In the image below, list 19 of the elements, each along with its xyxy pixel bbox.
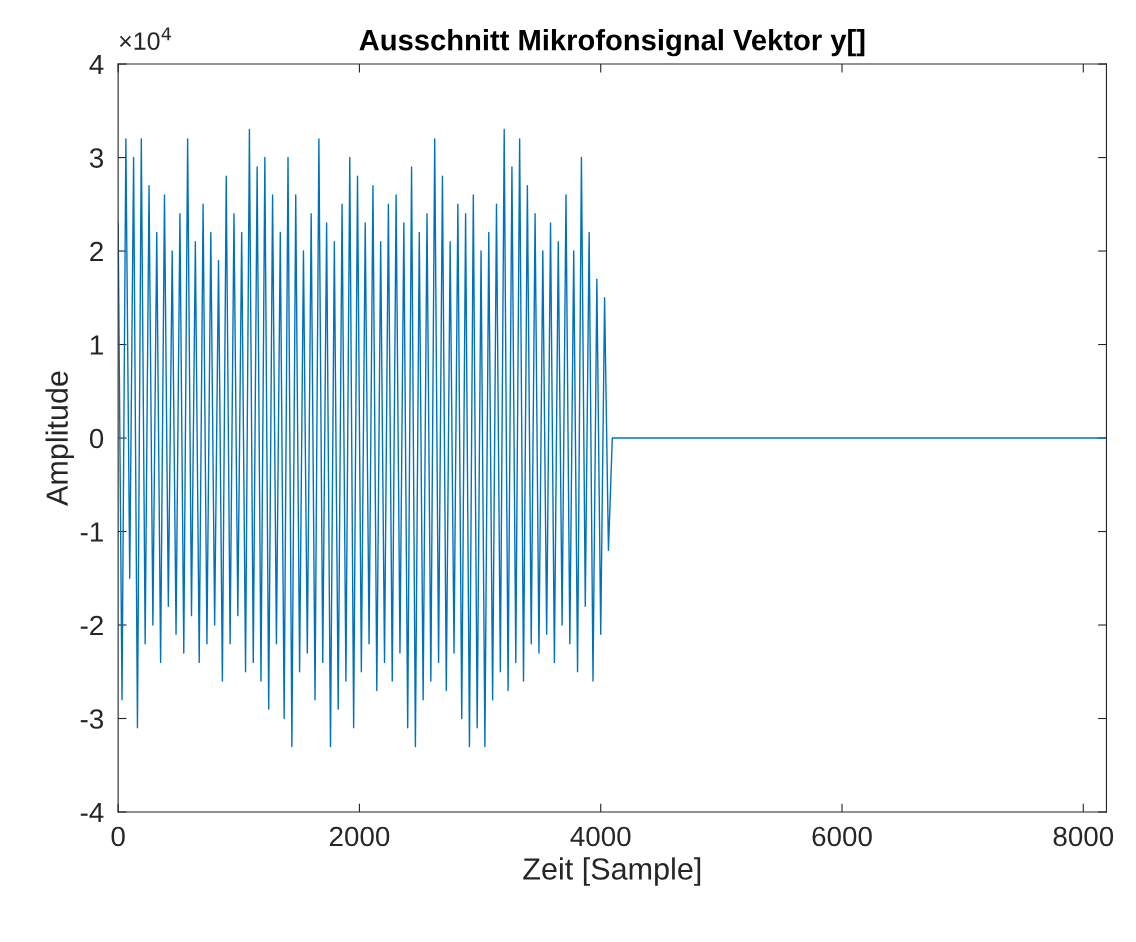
y-tick-label: -2 <box>80 615 103 636</box>
y-tick-label: -4 <box>80 802 104 823</box>
line-series <box>118 128 1107 748</box>
y-tick-label: -1 <box>80 522 103 542</box>
y-tick-label: 4 <box>89 55 104 75</box>
y-tick-label: 1 <box>90 335 103 355</box>
x-tick-label: 8000 <box>1053 826 1114 847</box>
x-axis-title: Zeit [Sample] <box>523 857 701 886</box>
y-tick-label: 3 <box>89 148 104 168</box>
text: ×10$^{4}$ <box>119 27 171 50</box>
chart-title: Ausschnitt Mikrofonsignal Vektor y[] <box>359 29 865 57</box>
x-tick-label: 4000 <box>570 826 631 847</box>
x-tick-label: 2000 <box>329 826 390 847</box>
y-axis-title: Amplitude <box>45 371 74 506</box>
y-tick-label: -3 <box>80 709 104 729</box>
y-tick-label: 0 <box>89 428 104 449</box>
y-tick-label: 2 <box>90 241 103 262</box>
x-tick-label: 0 <box>111 826 125 847</box>
x-tick-label: 6000 <box>812 826 872 847</box>
